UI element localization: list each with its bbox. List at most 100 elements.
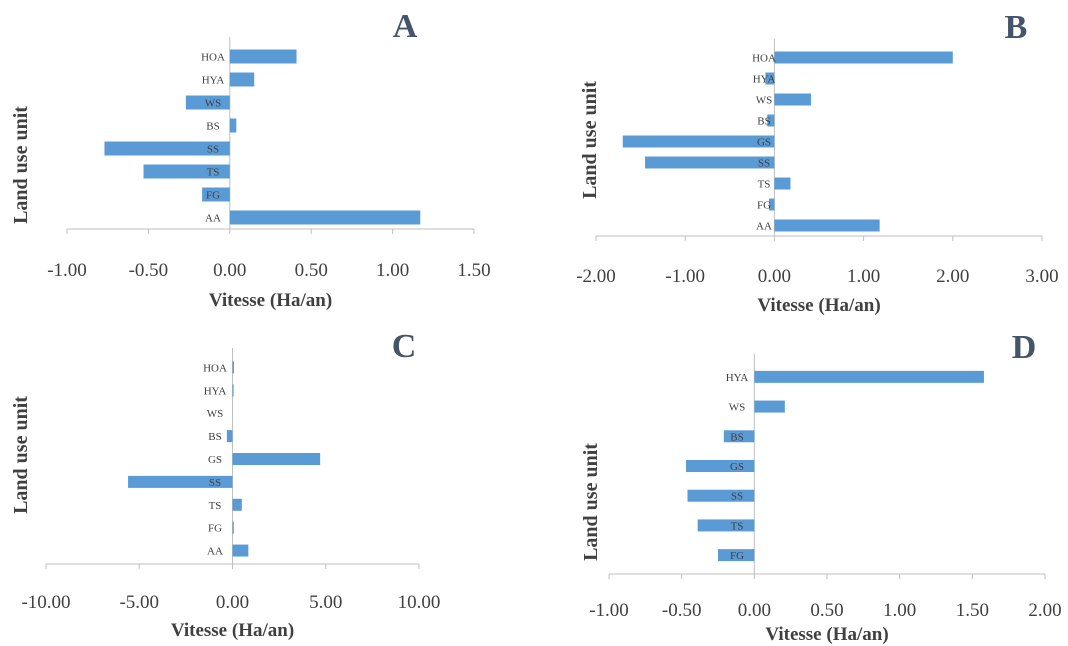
category-label-aa: AA xyxy=(756,221,772,233)
x-tick-label: 1.00 xyxy=(847,266,880,287)
bar-bs xyxy=(226,430,233,443)
category-label-bs: BS xyxy=(730,431,743,443)
x-tick-label: -10.00 xyxy=(21,592,70,613)
category-label-fg: FG xyxy=(208,523,222,535)
category-label-bs: BS xyxy=(206,121,219,133)
y-axis-title: Land use unit xyxy=(10,396,32,514)
x-tick-label: 1.50 xyxy=(457,260,490,281)
y-axis-title: Land use unit xyxy=(10,106,32,224)
x-tick-label: 10.00 xyxy=(398,592,441,613)
bar-ws xyxy=(754,400,785,413)
category-label-hoa: HOA xyxy=(201,52,225,64)
category-label-ws: WS xyxy=(205,98,222,110)
bar-ws xyxy=(185,95,230,110)
x-tick-label: -5.00 xyxy=(119,592,159,613)
y-axis-title: Land use unit xyxy=(579,81,601,199)
bar-hoa xyxy=(229,49,297,64)
bar-hoa xyxy=(232,361,234,374)
chart-panel-b: -2.00 -1.00 0.00 1.00 2.00 3.00 HOA HYA WS BS GS SS… xyxy=(576,9,1058,316)
category-label-ss: SS xyxy=(207,144,219,156)
x-tick-label: 0.00 xyxy=(216,592,249,613)
x-tick-label: 2.00 xyxy=(936,266,969,287)
bar-aa xyxy=(774,219,880,232)
bar-ts xyxy=(697,519,755,532)
bar-aa xyxy=(229,210,421,225)
chart-panel-c: -10.00 -5.00 0.00 5.00 10.00 HOA HYA WS BS GS SS TS… xyxy=(10,328,440,641)
category-label-hya: HYA xyxy=(204,385,227,397)
panel-label: A xyxy=(393,8,418,45)
x-tick-label: -0.50 xyxy=(662,600,702,621)
bar-ts xyxy=(774,177,791,190)
x-axis-title: Vitesse (Ha/an) xyxy=(171,620,294,641)
category-label-gs: GS xyxy=(208,454,222,466)
category-label-ts: TS xyxy=(731,520,744,532)
category-label-aa: AA xyxy=(207,546,223,558)
x-tick-label: 1.00 xyxy=(376,260,409,281)
x-tick-label: 0.50 xyxy=(295,260,328,281)
category-label-gs: GS xyxy=(730,461,744,473)
chart-panel-d: -1.00 -0.50 0.00 0.50 1.00 1.50 2.00 HYA WS BS GS S… xyxy=(580,329,1062,645)
category-label-ss: SS xyxy=(731,491,743,503)
bar-ts xyxy=(232,498,242,511)
y-axis-title: Land use unit xyxy=(580,443,602,561)
bar-ss xyxy=(104,141,230,156)
category-label-ss: SS xyxy=(209,477,221,489)
category-label-ts: TS xyxy=(758,179,771,191)
bar-bs xyxy=(723,430,755,443)
category-label-hoa: HOA xyxy=(203,362,227,374)
category-label-hya: HYA xyxy=(726,372,749,384)
x-tick-label: 0.00 xyxy=(738,600,771,621)
bar-ss xyxy=(128,475,233,488)
category-label-ws: WS xyxy=(207,408,224,420)
bar-ss xyxy=(687,489,755,502)
panel-label: C xyxy=(392,328,417,365)
category-label-bs: BS xyxy=(208,431,221,443)
category-label-hya: HYA xyxy=(202,75,225,87)
category-label-hya: HYA xyxy=(753,74,776,86)
category-label-ws: WS xyxy=(756,95,773,107)
category-label-ts: TS xyxy=(209,500,222,512)
bar-hya xyxy=(765,72,775,85)
category-label-gs: GS xyxy=(757,137,771,149)
bar-gs xyxy=(686,460,755,472)
x-tick-label: -2.00 xyxy=(576,266,616,287)
x-tick-label: -0.50 xyxy=(129,260,169,281)
category-label-hoa: HOA xyxy=(752,53,776,65)
x-tick-label: 5.00 xyxy=(309,592,342,613)
bar-gs xyxy=(622,135,775,148)
bar-fg xyxy=(769,198,775,211)
bar-hya xyxy=(232,384,234,397)
category-label-fg: FG xyxy=(730,550,744,562)
x-axis-title: Vitesse (Ha/an) xyxy=(757,295,880,316)
bar-hya xyxy=(229,72,255,87)
x-tick-label: 0.50 xyxy=(810,600,843,621)
category-label-fg: FG xyxy=(206,190,220,202)
bar-bs xyxy=(767,114,775,127)
x-tick-label: 1.00 xyxy=(883,600,916,621)
x-tick-label: -1.00 xyxy=(665,266,705,287)
bar-bs xyxy=(229,118,237,133)
bar-gs xyxy=(232,453,321,465)
bar-ts xyxy=(143,164,230,179)
bar-fg xyxy=(718,549,755,562)
bar-hya xyxy=(754,370,984,383)
bar-fg xyxy=(232,521,234,534)
x-tick-label: 0.00 xyxy=(213,260,246,281)
x-tick-label: -1.00 xyxy=(589,600,629,621)
panel-label: B xyxy=(1005,9,1028,46)
x-tick-label: -1.00 xyxy=(47,260,87,281)
x-axis-title: Vitesse (Ha/an) xyxy=(765,624,888,645)
x-tick-label: 0.00 xyxy=(758,266,791,287)
category-label-ss: SS xyxy=(758,158,770,170)
category-label-aa: AA xyxy=(205,213,221,225)
x-axis-title: Vitesse (Ha/an) xyxy=(209,290,332,311)
x-tick-label: 1.50 xyxy=(956,600,989,621)
category-label-fg: FG xyxy=(757,200,771,212)
bar-aa xyxy=(232,544,249,557)
category-label-ts: TS xyxy=(207,167,220,179)
bar-hoa xyxy=(774,51,953,64)
chart-panel-a: -1.00 -0.50 0.00 0.50 1.00 1.50 HOA HYA WS BS SS TS… xyxy=(10,8,491,311)
bar-ss xyxy=(645,156,775,169)
bar-ws xyxy=(774,93,811,106)
